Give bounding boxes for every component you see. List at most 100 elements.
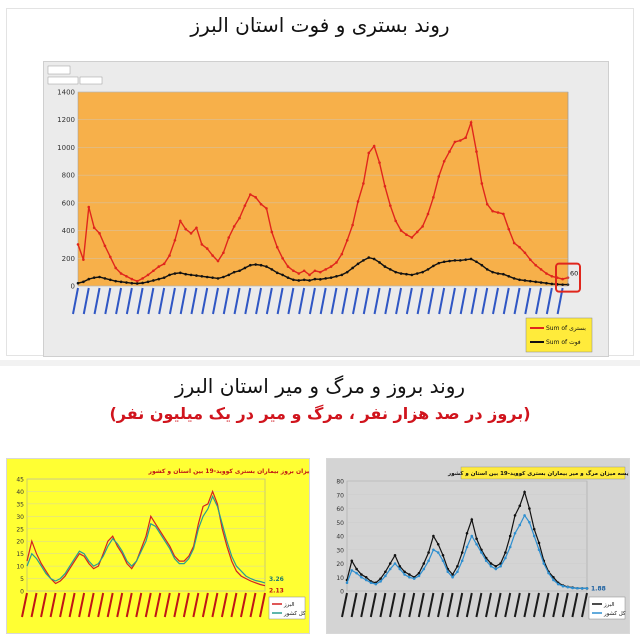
series-2-point [470,534,474,538]
x-tick-mark [308,287,316,315]
series-1-point [173,238,177,242]
x-tick-mark [30,592,38,618]
incidence-chart-panel: مقایسه میزان بروز بیماران بستری کووید-19… [6,458,338,634]
series-2-point [345,581,349,585]
series-2-point [384,574,387,578]
title-box [460,466,626,480]
series-1-point [281,256,284,260]
series-2-point [484,559,488,563]
series-2-point [146,280,150,284]
series-2-point [464,258,467,261]
x-tick-mark [427,592,435,618]
series-1-point [211,254,214,257]
series-2-point [119,280,123,284]
x-tick-mark [87,592,95,618]
series-1-point [427,551,430,554]
x-tick-mark [233,287,241,315]
x-tick-mark [230,592,238,618]
series-1-point [319,270,322,274]
series-1-point [432,196,435,199]
x-tick-mark [125,287,133,315]
x-tick-mark [341,592,348,618]
x-tick-mark [360,592,368,618]
top-line-chart: 0 200 400 600 800 1000 1200 1400 60 Sum of بستری S… [47,65,593,353]
y-tick-label: 30 [336,547,344,554]
x-tick-mark [535,287,543,315]
series-2-point [286,276,290,279]
series-2-point [410,273,414,277]
x-tick-mark [470,287,478,315]
series-2-point [550,282,554,286]
series-2-point [152,279,155,282]
series-1-point [168,254,171,257]
series-2-point [398,567,402,571]
x-tick-mark [542,592,550,618]
series-1-point [441,553,445,557]
series-1-point [552,575,555,579]
series-1-point [432,534,435,538]
series-1-point [470,518,474,521]
series-1-point [528,507,531,510]
x-tick-mark [21,592,28,618]
series-1-point [109,255,112,259]
x-tick-mark [485,592,492,618]
series-2-point [542,562,546,565]
series-2-point [109,278,112,282]
series-2-point [254,263,257,266]
x-tick-mark [481,287,489,315]
series-1-point [491,209,494,213]
series-2-point [427,559,430,563]
series-1-point [465,531,469,535]
x-tick-mark [533,592,540,618]
series-2-point [518,278,521,282]
series-1-point [286,265,290,268]
x-tick-mark [561,592,569,618]
series-2-point [200,275,204,278]
series-2-point [441,559,445,563]
series-2-point [173,272,177,275]
series-2-point [446,570,450,574]
series-1-point [367,151,371,155]
x-tick-mark [427,287,435,315]
x-tick-mark [201,592,209,618]
series-1-point [308,273,311,277]
series-2-point [189,273,193,277]
series-1-point [508,534,512,538]
series-1-point [378,161,381,164]
section-subtitle: (بروز در صد هزار نفر ، مرگ و میر در یک م… [109,404,531,423]
x-tick-mark [405,287,413,315]
y-tick-label: 40 [336,534,344,541]
series-1-point [184,227,187,231]
x-tick-mark [244,287,252,315]
y-tick-label: 0 [20,589,24,596]
series-2-point [491,270,494,274]
series-2-point [243,266,247,270]
series-2-point [529,279,532,283]
series-2-point [469,257,473,261]
series-1-point [98,232,101,235]
series-1-point [532,527,536,531]
series-2-point [480,263,484,267]
series-1-point [561,277,564,281]
y-tick-label: 1400 [57,89,75,97]
series-1-point [388,562,392,565]
series-1-point [394,219,397,223]
legend-box [525,317,593,353]
series-2-point [195,274,198,277]
series-2-point [222,275,225,279]
x-tick-mark [330,287,338,315]
x-tick-mark [389,592,396,618]
series-2-point [114,279,117,283]
series-2-point [421,270,424,274]
x-tick-mark [220,592,228,618]
series-2-point [523,279,527,282]
series-1-point [437,175,441,178]
x-tick-mark [68,592,76,618]
series-2-point [92,276,96,279]
series-2-point [561,584,565,588]
series-2-point [508,545,512,549]
series-1-point [545,272,548,275]
series-2-point [394,270,397,274]
series-1-point [523,490,526,494]
series-1-point [292,269,295,273]
